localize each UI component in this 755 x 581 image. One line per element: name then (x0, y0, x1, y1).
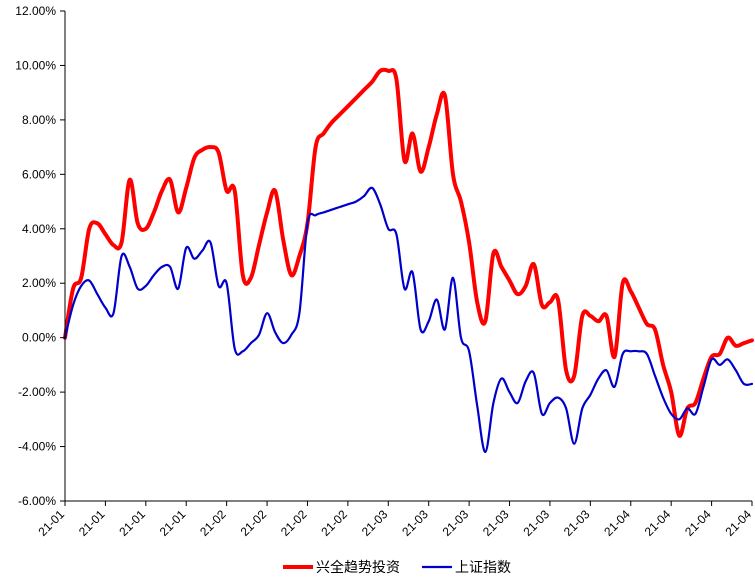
y-tick-label: 10.00% (15, 58, 56, 72)
legend-item: 兴全趋势投资 (283, 559, 400, 575)
x-tick-label: 21-02 (318, 507, 350, 539)
x-tick-label: 21-01 (157, 507, 189, 539)
y-tick-label: 4.00% (22, 222, 56, 236)
legend-label: 兴全趋势投资 (316, 559, 400, 575)
x-tick-label: 21-02 (238, 507, 270, 539)
x-tick-label: 21-02 (197, 507, 229, 539)
x-tick-label: 21-03 (520, 507, 552, 539)
x-tick-label: 21-01 (36, 507, 68, 539)
x-tick-label: 21-03 (399, 507, 431, 539)
series-line-shanghai-index (63, 186, 754, 454)
legend: 兴全趋势投资 上证指数 (283, 559, 511, 575)
y-tick-label: -2.00% (18, 385, 56, 399)
x-tick-label: 21-01 (76, 507, 108, 539)
x-tick-label: 21-04 (642, 507, 674, 539)
x-tick-label: 21-03 (359, 507, 391, 539)
y-tick-label: -6.00% (18, 494, 56, 508)
y-tick-label: 2.00% (22, 276, 56, 290)
x-tick-label: 21-03 (440, 507, 472, 539)
x-tick-label: 21-01 (116, 507, 148, 539)
y-tick-label: 8.00% (22, 113, 56, 127)
x-tick-label: 21-04 (723, 507, 755, 539)
x-axis: 21-01 21-01 21-01 21-01 21-02 21-02 21-02 21-02… (36, 500, 755, 539)
x-tick-label: 21-03 (561, 507, 593, 539)
x-tick-label: 21-04 (601, 507, 633, 539)
x-tick-label: 21-03 (480, 507, 512, 539)
x-tick-label: 21-04 (682, 507, 714, 539)
y-tick-label: 6.00% (22, 167, 56, 181)
plot-area (63, 67, 754, 454)
y-axis: 12.00% 10.00% 8.00% 6.00% 4.00% 2.00% 0.00% -2.… (15, 4, 66, 508)
x-tick-label: 21-02 (278, 507, 310, 539)
y-tick-label: 0.00% (22, 331, 56, 345)
y-tick-label: -4.00% (18, 440, 56, 454)
y-tick-label: 12.00% (15, 4, 56, 18)
legend-label: 上证指数 (455, 559, 511, 575)
series-line-xingquan-trend (63, 67, 754, 438)
legend-item: 上证指数 (422, 559, 511, 575)
